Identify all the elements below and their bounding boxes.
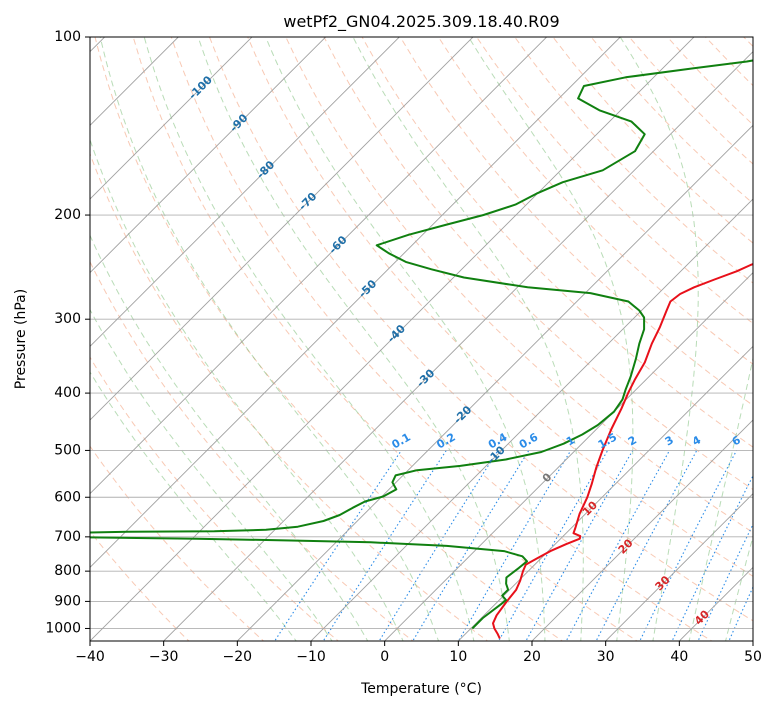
isotherm-line: [90, 37, 400, 347]
mixing-ratio-line: [378, 450, 499, 641]
x-tick-label: 10: [449, 649, 467, 665]
dry-adiabat-line: [399, 37, 753, 407]
isotherm-line: [236, 124, 753, 641]
isotherms: [90, 37, 753, 641]
dry-adiabat-line: [247, 37, 753, 577]
x-axis-label: Temperature (°C): [360, 681, 482, 697]
y-tick-label: 100: [54, 29, 81, 45]
y-tick-label: 400: [54, 385, 81, 401]
x-axis-ticks: −40 −30 −20 −10 0 10 20 30 40 50: [75, 641, 762, 665]
isotherm-line: [531, 419, 753, 641]
y-tick-label: 1000: [45, 620, 81, 636]
isotherm-line: [384, 272, 753, 641]
y-tick-label: 700: [54, 529, 81, 545]
plot-frame: [89, 36, 754, 642]
mixing-ratio-line: [595, 450, 698, 641]
x-tick-label: 40: [670, 649, 688, 665]
moist-adiabat-line: [90, 234, 369, 641]
x-tick-label: 30: [597, 649, 615, 665]
dry-adiabat-line: [90, 356, 339, 641]
isotherm-line: [90, 37, 327, 274]
dry-adiabat-line: [90, 445, 265, 641]
dry-adiabat-line: [170, 37, 713, 641]
dry-adiabat-line: [90, 152, 489, 641]
isotherm-line: [605, 493, 753, 641]
x-tick-label: −20: [223, 649, 253, 665]
x-tick-label: 20: [523, 649, 541, 665]
x-tick-label: 50: [744, 649, 762, 665]
sounding-profiles: [90, 59, 753, 639]
y-axis-ticks: 100 200 300 400 500 600 700 800 900 1000: [45, 29, 90, 636]
mixing-ratio-lines: [274, 450, 753, 641]
isotherm-line: [90, 37, 253, 200]
isotherm-line: [457, 345, 753, 641]
temperature-profile-line: [492, 262, 753, 639]
mixing-ratio-line: [457, 450, 572, 641]
x-tick-label: −40: [75, 649, 105, 665]
dry-adiabat-line: [208, 37, 753, 622]
dry-adiabat-line: [285, 37, 753, 534]
isotherm-line: [310, 198, 753, 641]
x-tick-label: 0: [380, 649, 389, 665]
pressure-gridlines: [90, 37, 753, 629]
dry-adiabat-line: [437, 37, 753, 365]
x-tick-label: −10: [296, 649, 326, 665]
y-tick-label: 200: [54, 207, 81, 223]
y-tick-label: 800: [54, 563, 81, 579]
y-tick-label: 500: [54, 442, 81, 458]
isotherm-line: [90, 37, 179, 126]
mixing-ratio-line: [565, 450, 670, 641]
y-axis-label: Pressure (hPa): [13, 289, 29, 389]
dry-adiabat-line: [323, 37, 753, 491]
dewpoint-profile-line: [90, 59, 753, 630]
dry-adiabat-line: [361, 37, 753, 448]
isotherm-line: [90, 37, 548, 495]
dry-adiabat-line: [132, 37, 638, 641]
isotherm-line: [163, 51, 753, 641]
y-tick-label: 900: [54, 593, 81, 609]
y-tick-label: 300: [54, 311, 81, 327]
x-tick-label: −30: [149, 649, 179, 665]
chart-title: wetPf2_GN04.2025.309.18.40.R09: [283, 12, 559, 32]
y-tick-label: 600: [54, 489, 81, 505]
mixing-ratio-line: [322, 450, 447, 641]
isotherm-line: [90, 37, 474, 421]
mixing-ratio-line: [274, 450, 402, 641]
